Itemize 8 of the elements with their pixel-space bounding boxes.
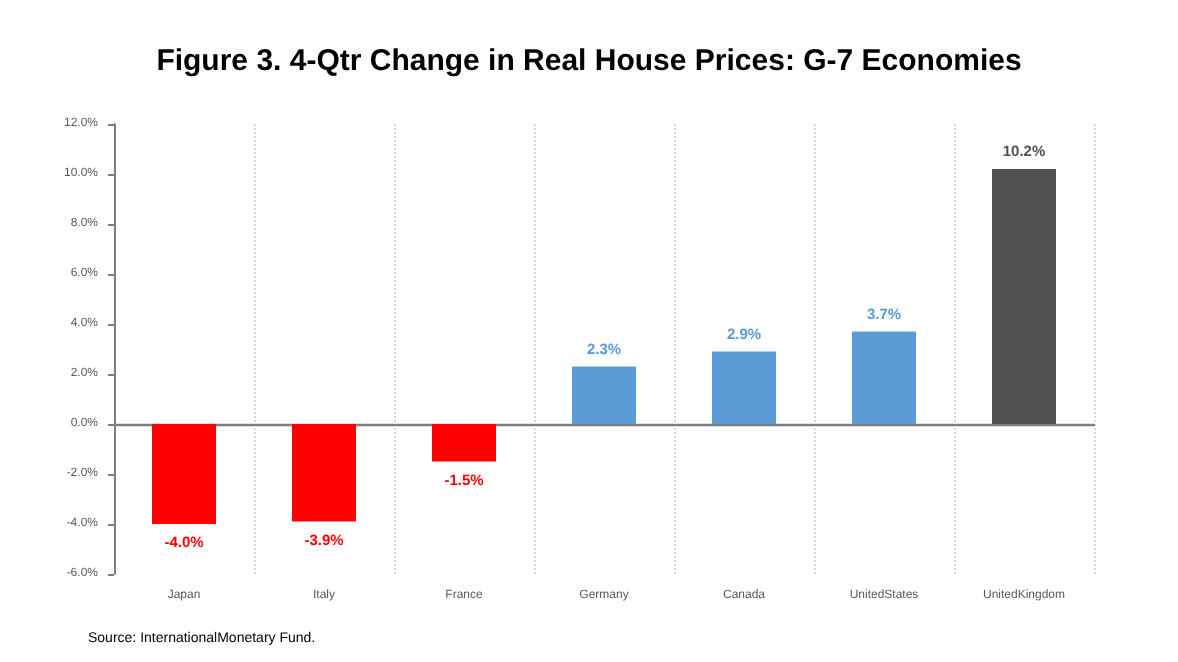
bar bbox=[572, 366, 636, 424]
bar bbox=[292, 424, 356, 522]
bar bbox=[992, 169, 1056, 424]
bar bbox=[152, 424, 216, 524]
bar bbox=[852, 331, 916, 424]
bar bbox=[712, 351, 776, 424]
bar bbox=[432, 424, 496, 462]
chart-title: Figure 3. 4-Qtr Change in Real House Prices: G-7 Economies bbox=[156, 44, 1022, 78]
